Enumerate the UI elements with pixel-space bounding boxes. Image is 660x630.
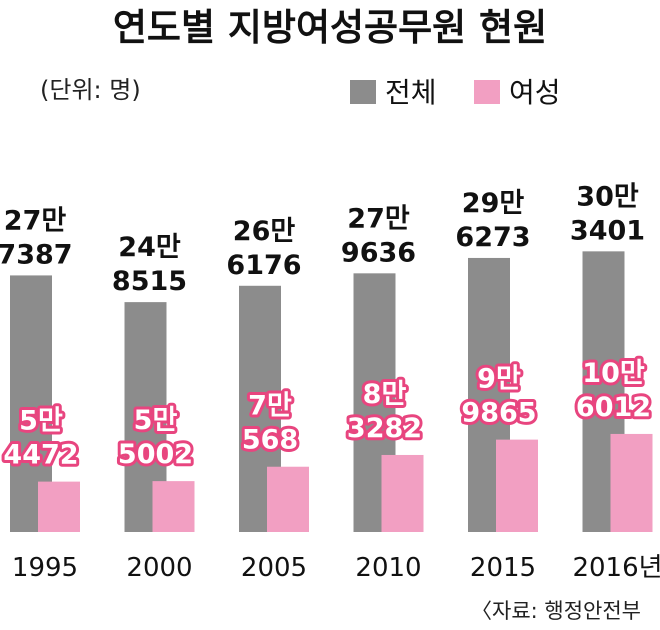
female-label-2-line2-halo: 568 — [242, 425, 298, 456]
female-label-1-line2: 5002 — [118, 439, 193, 470]
total-label-5-line1: 30만 — [576, 181, 639, 212]
female-label-5-line1-halo: 10만 — [582, 358, 645, 389]
legend-swatch-total — [350, 80, 376, 104]
total-label-1-line1: 24만 — [118, 232, 181, 263]
x-tick-3: 2010 — [355, 553, 421, 583]
x-tick-4: 2015 — [470, 553, 536, 583]
bar-female-2 — [267, 466, 309, 532]
source-note: 〈자료: 행정안전부 — [471, 599, 641, 623]
total-label-3-line1: 27만 — [347, 203, 410, 234]
total-label-2-line2: 6176 — [226, 250, 301, 281]
female-label-5-line2: 6012 — [576, 392, 651, 423]
bar-female-0 — [38, 481, 80, 532]
female-label-2-line2: 568 — [242, 425, 298, 456]
unit-note: (단위: 명) — [40, 76, 141, 104]
female-label-4-line1-halo: 9만 — [477, 364, 521, 395]
total-label-1-line2: 8515 — [112, 266, 187, 297]
female-label-3-line2-halo: 3282 — [347, 413, 422, 444]
x-tick-1: 2000 — [126, 553, 192, 583]
total-label-2-line1: 26만 — [233, 216, 296, 247]
female-label-3-line1-halo: 8만 — [363, 379, 407, 410]
bar-female-1 — [152, 481, 195, 532]
total-label-4-line2: 6273 — [455, 222, 530, 253]
female-label-1-line1-halo: 5만 — [134, 405, 178, 436]
female-label-4-line2: 9865 — [461, 398, 536, 429]
x-tick-2: 2005 — [241, 553, 307, 583]
female-label-1-line1: 5만 — [134, 405, 178, 436]
female-label-5-line2-halo: 6012 — [576, 392, 651, 423]
x-tick-0: 1995 — [12, 553, 78, 583]
total-label-4-line1: 29만 — [462, 188, 525, 219]
labels-layer: 27만73875만5만4472447224만85155만5만5002500226… — [0, 181, 654, 473]
female-label-0-line1: 5만 — [19, 406, 63, 437]
female-label-3-line2: 3282 — [347, 413, 422, 444]
total-label-0-line2: 7387 — [0, 239, 73, 270]
legend-swatch-female — [474, 80, 500, 104]
female-label-4-line2-halo: 9865 — [461, 398, 536, 429]
total-label-5-line2: 3401 — [570, 215, 645, 246]
x-tick-5: 2016년 — [572, 553, 660, 583]
legend-label-female: 여성 — [509, 76, 561, 109]
female-label-5-line1: 10만 — [582, 358, 645, 389]
x-axis-ticks: 1995 2000 2005 2010 2015 2016년 — [12, 553, 660, 583]
female-label-1-line2-halo: 5002 — [118, 439, 193, 470]
bars-layer — [10, 251, 653, 533]
female-label-3-line1: 8만 — [363, 379, 407, 410]
legend: 전체 여성 — [350, 76, 561, 109]
chart-title: 연도별 지방여성공무원 현원 — [113, 6, 547, 49]
bar-female-3 — [381, 454, 424, 532]
female-label-4-line1: 9만 — [477, 364, 521, 395]
female-label-0-line2-halo: 4472 — [3, 440, 78, 471]
female-label-0-line2: 4472 — [3, 440, 78, 471]
bar-female-4 — [496, 439, 538, 532]
bar-female-5 — [610, 433, 653, 532]
female-label-2-line1: 7만 — [248, 391, 292, 422]
legend-label-total: 전체 — [385, 76, 437, 109]
female-label-0-line1-halo: 5만 — [19, 406, 63, 437]
female-label-2-line1-halo: 7만 — [248, 391, 292, 422]
total-label-0-line1: 27만 — [4, 205, 67, 236]
total-label-3-line2: 9636 — [341, 237, 416, 268]
